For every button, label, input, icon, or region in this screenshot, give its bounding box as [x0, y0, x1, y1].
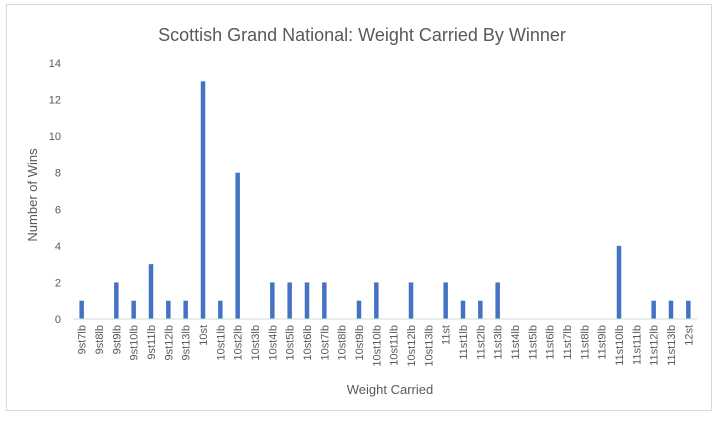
- x-tick-label: 10st8lb: [337, 325, 349, 360]
- x-tick-label: 10st10lb: [371, 325, 383, 367]
- y-tick-label: 0: [55, 314, 61, 326]
- bar-10st5lb: [287, 282, 292, 319]
- x-tick-label: 11st5lb: [527, 325, 539, 360]
- bar-11st: [443, 282, 448, 319]
- y-tick-label: 14: [49, 58, 61, 70]
- chart-frame: Scottish Grand National: Weight Carried …: [6, 4, 712, 411]
- bar-11st13lb: [668, 300, 674, 319]
- x-tick-label: 10st: [198, 325, 210, 346]
- y-tick-label: 10: [49, 131, 61, 143]
- bar-11st3lb: [495, 282, 500, 319]
- x-tick-label: 9st10lb: [129, 325, 141, 360]
- bar-9st7lb: [79, 300, 84, 319]
- bar-10st2lb: [235, 172, 240, 319]
- x-tick-label: 10st12lb: [406, 325, 418, 367]
- bar-11st10lb: [616, 245, 622, 319]
- bar-9st11lb: [148, 264, 154, 319]
- x-tick-label: 9st8lb: [94, 325, 106, 354]
- y-tick-label: 4: [55, 241, 61, 253]
- y-tick-label: 8: [55, 168, 61, 180]
- x-tick-labels: 9st7lb 9st8lb 9st9lb 9st10lb 9st11lb 9st12lb 9…: [77, 325, 696, 367]
- x-axis-label: Weight Carried: [347, 382, 433, 397]
- bar-chart: Scottish Grand National: Weight Carried …: [25, 25, 697, 397]
- bar-10st4lb: [270, 282, 275, 319]
- bar-12st: [686, 300, 691, 319]
- x-tick-label: 9st12lb: [163, 325, 175, 360]
- bar-9st13lb: [183, 300, 188, 319]
- x-tick-label: 11st: [441, 325, 453, 345]
- bar-11st12lb: [651, 300, 656, 319]
- bar-10st9lb: [356, 300, 362, 319]
- x-tick-label: 10st4lb: [267, 325, 279, 360]
- y-tick-labels: 0 2 4 6 8 10 12 14: [49, 58, 61, 326]
- y-tick-label: 6: [55, 204, 61, 216]
- bars: [79, 81, 691, 320]
- x-tick-label: 9st13lb: [181, 325, 193, 360]
- bar-11st2lb: [478, 300, 483, 319]
- x-tick-label: 11st13lb: [666, 325, 678, 366]
- y-tick-label: 2: [55, 277, 61, 289]
- x-tick-label: 10st2lb: [233, 325, 245, 360]
- x-tick-label: 11st8lb: [579, 325, 591, 360]
- x-tick-label: 11st9lb: [597, 325, 609, 360]
- bar-10st10lb: [374, 282, 379, 319]
- x-tick-label: 11st3lb: [493, 325, 505, 360]
- x-tick-label: 11st2lb: [475, 325, 487, 360]
- x-tick-label: 10st11lb: [389, 325, 401, 366]
- x-tick-label: 11st10lb: [614, 325, 626, 366]
- x-tick-label: 9st7lb: [77, 325, 89, 354]
- x-tick-label: 11st1lb: [458, 325, 470, 360]
- x-tick-label: 10st9lb: [354, 325, 366, 360]
- x-tick-label: 11st12lb: [649, 325, 661, 366]
- bar-10st: [200, 81, 206, 320]
- bar-10st6lb: [304, 282, 310, 319]
- x-tick-label: 10st7lb: [319, 325, 331, 360]
- bar-10st1lb: [218, 300, 223, 319]
- bar-9st10lb: [131, 300, 136, 319]
- x-tick-label: 10st13lb: [423, 325, 435, 367]
- x-tick-label: 11st4lb: [510, 325, 522, 360]
- x-tick-label: 9st9lb: [111, 325, 123, 354]
- y-axis-label: Number of Wins: [25, 148, 40, 242]
- bar-10st12lb: [408, 282, 414, 319]
- x-tick-label: 9st11lb: [146, 325, 158, 360]
- x-tick-label: 11st7lb: [562, 325, 574, 360]
- bar-9st12lb: [166, 300, 171, 319]
- bar-9st9lb: [114, 282, 119, 319]
- x-tick-label: 12st: [683, 325, 695, 346]
- y-tick-label: 12: [49, 95, 61, 107]
- x-tick-label: 10st1lb: [215, 325, 227, 360]
- x-tick-label: 10st5lb: [285, 325, 297, 360]
- x-tick-label: 10st6lb: [302, 325, 314, 360]
- x-tick-label: 10st3lb: [250, 325, 262, 360]
- bar-10st7lb: [322, 282, 327, 319]
- x-tick-label: 11st11lb: [631, 325, 643, 365]
- chart-title: Scottish Grand National: Weight Carried …: [158, 25, 566, 45]
- bar-11st1lb: [460, 300, 466, 319]
- x-tick-label: 11st6lb: [545, 325, 557, 360]
